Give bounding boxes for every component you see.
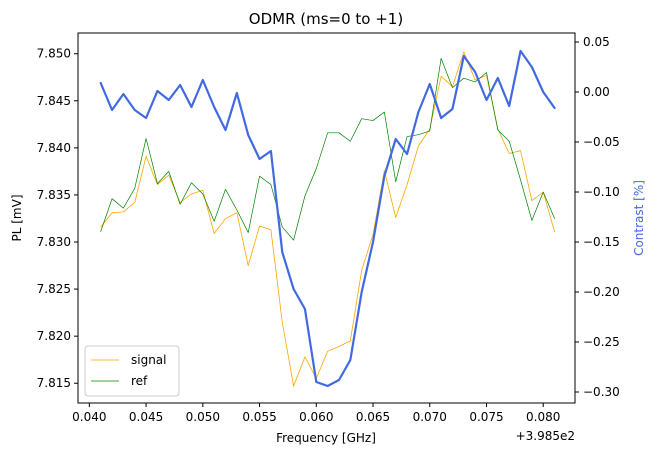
x-tick-label: 0.060	[299, 410, 333, 424]
y2-tick-label: 0.05	[583, 35, 610, 49]
x-tick-label: 0.065	[356, 410, 390, 424]
y2-axis-label: Contrast [%]	[632, 180, 646, 256]
x-tick-label: 0.055	[242, 410, 276, 424]
x-tick-label: 0.070	[413, 410, 447, 424]
series-line-signal	[100, 51, 555, 387]
x-tick-label: 0.040	[72, 410, 106, 424]
y-tick-label: 7.820	[37, 329, 71, 343]
y-tick-label: 7.830	[37, 235, 71, 249]
y-tick-label: 7.840	[37, 141, 71, 155]
y2-tick-label: 0.00	[583, 85, 610, 99]
y2-tick-label: −0.20	[583, 285, 620, 299]
legend: signal ref	[84, 345, 180, 397]
y-tick-label: 7.835	[37, 188, 71, 202]
x-axis-label: Frequency [GHz]	[276, 431, 376, 445]
y-tick-label: 7.825	[37, 282, 71, 296]
y-axis-label: PL [mV]	[10, 195, 24, 242]
legend-box	[84, 345, 180, 397]
y2-tick-label: −0.30	[583, 385, 620, 399]
x-tick-label: 0.075	[469, 410, 503, 424]
series-line-contrast	[99, 49, 556, 388]
axis-ticks: 0.040 0.045 0.050 0.055 0.060 0.065 0.070 0.075…	[37, 35, 620, 424]
x-axis-offset-label: +3.985e2	[516, 429, 575, 443]
plot-area	[99, 49, 556, 388]
plot-frame	[77, 32, 576, 404]
y2-tick-label: −0.25	[583, 335, 620, 349]
legend-label-signal: signal	[131, 353, 167, 367]
y2-tick-label: −0.15	[583, 235, 620, 249]
y-tick-label: 7.850	[37, 47, 71, 61]
legend-label-ref: ref	[131, 374, 148, 388]
x-tick-label: 0.050	[186, 410, 220, 424]
x-tick-label: 0.080	[526, 410, 560, 424]
y-tick-label: 7.815	[37, 376, 71, 390]
y2-tick-label: −0.05	[583, 135, 620, 149]
chart-title: ODMR (ms=0 to +1)	[249, 10, 403, 28]
x-tick-label: 0.045	[129, 410, 163, 424]
y2-tick-label: −0.10	[583, 185, 620, 199]
y-tick-label: 7.845	[37, 94, 71, 108]
series-line-ref	[100, 58, 555, 241]
